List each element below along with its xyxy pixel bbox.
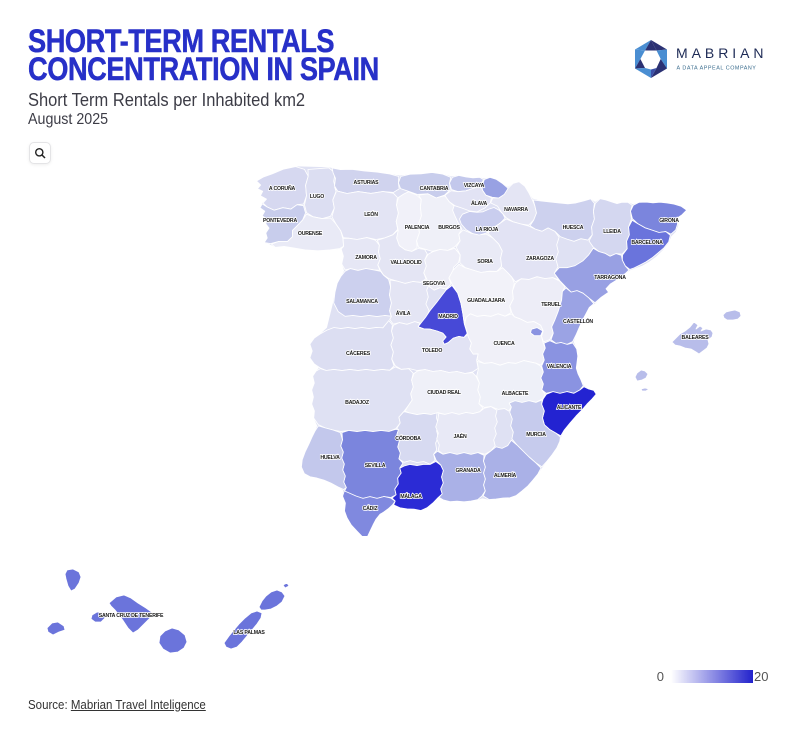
svg-text:GIRONA: GIRONA xyxy=(659,218,679,224)
svg-text:HUELVA: HUELVA xyxy=(320,455,340,461)
svg-text:LUGO: LUGO xyxy=(310,194,324,200)
svg-text:JAÉN: JAÉN xyxy=(453,432,466,440)
svg-text:OURENSE: OURENSE xyxy=(298,231,323,237)
svg-text:CUENCA: CUENCA xyxy=(494,341,515,347)
svg-text:CASTELLÓN: CASTELLÓN xyxy=(563,317,593,325)
svg-text:NAVARRA: NAVARRA xyxy=(504,207,528,213)
svg-text:TOLEDO: TOLEDO xyxy=(422,348,442,354)
svg-text:BALEARES: BALEARES xyxy=(682,335,710,341)
svg-text:CÓRDOBA: CÓRDOBA xyxy=(395,434,421,442)
svg-text:PALENCIA: PALENCIA xyxy=(405,225,430,231)
svg-text:SEVILLA: SEVILLA xyxy=(365,463,386,469)
svg-text:GUADALAJARA: GUADALAJARA xyxy=(467,298,505,304)
svg-text:CÁCERES: CÁCERES xyxy=(346,350,371,357)
svg-text:LLEIDA: LLEIDA xyxy=(603,229,621,235)
svg-text:MADRID: MADRID xyxy=(438,314,458,320)
svg-text:SALAMANCA: SALAMANCA xyxy=(346,299,378,305)
svg-text:ZAMORA: ZAMORA xyxy=(355,255,377,261)
svg-text:CÁDIZ: CÁDIZ xyxy=(363,505,379,512)
svg-text:ALBACETE: ALBACETE xyxy=(502,391,529,397)
svg-text:A DATA APPEAL COMPANY: A DATA APPEAL COMPANY xyxy=(677,66,757,72)
svg-text:ÁVILA: ÁVILA xyxy=(396,310,411,317)
svg-text:ALMERÍA: ALMERÍA xyxy=(494,471,517,479)
svg-text:VALENCIA: VALENCIA xyxy=(547,364,572,370)
svg-text:LAS PALMAS: LAS PALMAS xyxy=(233,630,265,636)
svg-text:SORIA: SORIA xyxy=(477,259,493,265)
svg-text:LA RIOJA: LA RIOJA xyxy=(476,227,499,233)
svg-text:SANTA CRUZ DE TENERIFE: SANTA CRUZ DE TENERIFE xyxy=(99,613,164,619)
svg-text:TERUEL: TERUEL xyxy=(541,302,562,308)
svg-text:MURCIA: MURCIA xyxy=(526,432,546,438)
svg-text:PONTEVEDRA: PONTEVEDRA xyxy=(263,218,297,224)
svg-text:ASTURIAS: ASTURIAS xyxy=(354,180,380,186)
svg-text:BADAJOZ: BADAJOZ xyxy=(345,400,370,406)
svg-text:VIZCAYA: VIZCAYA xyxy=(464,183,485,189)
svg-text:MABRIAN: MABRIAN xyxy=(676,45,767,61)
svg-text:CANTABRIA: CANTABRIA xyxy=(420,186,449,192)
svg-text:ALICANTE: ALICANTE xyxy=(557,405,582,411)
svg-text:ÁLAVA: ÁLAVA xyxy=(471,200,488,207)
svg-text:ZARAGOZA: ZARAGOZA xyxy=(526,256,554,262)
svg-text:VALLADOLID: VALLADOLID xyxy=(390,260,421,266)
svg-text:BARCELONA: BARCELONA xyxy=(631,240,663,246)
svg-text:MÁLAGA: MÁLAGA xyxy=(400,493,422,500)
svg-text:LEÓN: LEÓN xyxy=(364,210,378,218)
svg-text:HUESCA: HUESCA xyxy=(563,225,584,231)
svg-text:SEGOVIA: SEGOVIA xyxy=(423,281,446,287)
svg-text:A CORUÑA: A CORUÑA xyxy=(269,185,296,192)
svg-text:CIUDAD REAL: CIUDAD REAL xyxy=(427,390,462,396)
svg-text:BURGOS: BURGOS xyxy=(438,225,460,231)
svg-text:TARRAGONA: TARRAGONA xyxy=(594,275,626,281)
svg-text:GRANADA: GRANADA xyxy=(455,468,481,474)
